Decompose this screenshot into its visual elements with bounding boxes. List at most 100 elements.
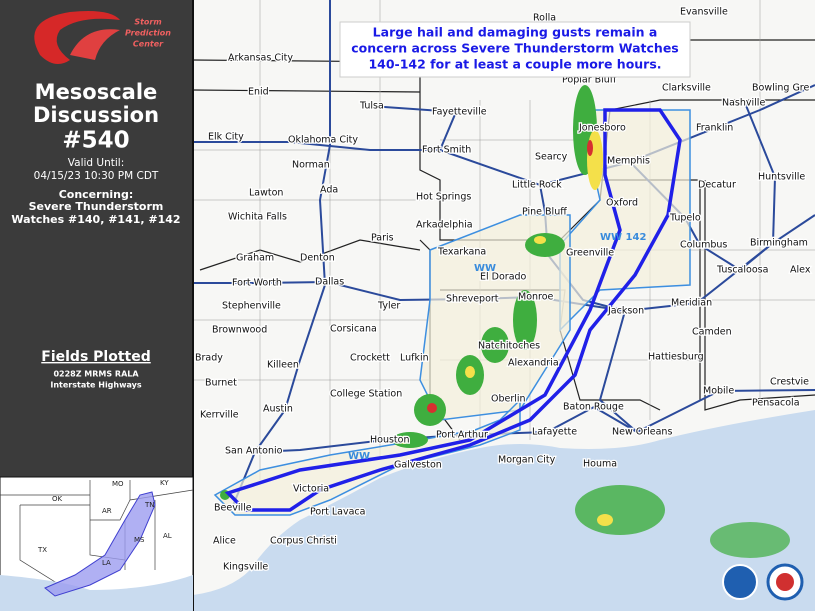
city-label: Kingsville [223,562,268,573]
city-label: Fayetteville [432,107,487,118]
city-label: Paris [371,233,394,244]
city-label: Oberlin [491,394,526,405]
city-label: Norman [292,160,330,171]
headline-line: concern across Severe Thunderstorm Watch… [351,41,678,56]
city-label: Galveston [394,460,442,471]
city-label: College Station [330,389,402,400]
city-label: Oxford [606,198,638,209]
headline: Large hail and damaging gusts remain aco… [351,25,678,72]
inset-label: AR [102,507,112,515]
watch-labels: WW 142 WW WW [348,232,646,462]
inset-label: LA [102,559,111,567]
inset-label: KY [160,479,169,487]
city-label: Bowling Gre [752,83,810,94]
inset-water [0,575,193,611]
city-label: Stephenville [222,301,281,312]
city-label: Houston [370,435,409,446]
gulf-water [193,410,815,611]
headline-line: Large hail and damaging gusts remain a [373,25,658,40]
city-label: Alexandria [508,358,559,369]
inset-label: TX [37,546,47,554]
spc-logo-swirl [70,29,120,60]
city-label: Corpus Christi [270,536,337,547]
city-label: Evansville [680,7,728,18]
city-label: New Orleans [612,427,672,438]
city-label: Lufkin [400,353,429,364]
city-label: Ada [320,185,338,196]
city-label: Kerrville [200,410,239,421]
city-label: Arkadelphia [416,220,473,231]
city-label: Hattiesburg [648,352,704,363]
city-label: Arkansas City [228,53,293,64]
inset-label: OK [52,495,63,503]
inset-label: MS [134,536,145,544]
city-label: Houma [583,459,617,470]
city-label: Lawton [249,188,283,199]
concerning-line2: Watches #140, #141, #142 [11,213,180,226]
city-label: Dallas [315,277,344,288]
city-label: Texarkana [437,247,486,258]
city-label: Killeen [267,360,299,371]
field-item: Interstate Highways [50,381,142,390]
city-label: Lafayette [532,427,577,438]
inset-discussion-area [44,491,156,597]
fields-title: Fields Plotted [41,349,150,365]
valid-time: 04/15/23 10:30 PM CDT [34,170,159,182]
headline-line: 140-142 for at least a couple more hours… [368,57,661,72]
city-label: Brady [195,353,223,364]
city-label: Burnet [205,378,237,389]
watch-label: WW [474,263,496,274]
field-item: 0228Z MRMS RALA [53,370,139,379]
city-label: Wichita Falls [228,212,287,223]
city-label: Morgan City [498,455,556,466]
city-label: Pine Bluff [522,207,567,218]
city-label: Camden [692,327,732,338]
city-label: Jonesboro [578,123,626,134]
spc-logo [34,11,120,64]
city-label: Nashville [722,98,765,109]
city-label: El Dorado [480,272,527,283]
city-label: Monroe [518,292,554,303]
city-label: Mobile [703,386,734,397]
inset-labels: MO KY OK AR TN MS AL TX LA [37,479,172,567]
city-label: Jackson [607,306,644,317]
city-label: Enid [248,87,269,98]
valid-label: Valid Until: [68,157,124,169]
city-label: Austin [263,404,293,415]
city-label: Shreveport [446,294,499,305]
city-label: Denton [300,253,335,264]
city-label: Fort Worth [232,278,282,289]
noaa-logo [722,564,758,600]
city-label: Tulsa [359,101,384,112]
city-label: Memphis [607,156,650,167]
city-label: Port Lavaca [310,507,365,518]
city-label: Hot Springs [416,192,471,203]
city-label: Franklin [696,123,733,134]
city-label: Little Rock [512,180,562,191]
discussion-area [224,108,682,512]
concerning-label: Concerning: [59,188,134,201]
city-label: Tyler [377,301,400,312]
city-label: Beeville [214,503,252,514]
city-label: Graham [236,253,274,264]
city-label: Baton Rouge [563,402,624,413]
city-label: Victoria [293,484,329,495]
inset-label: TN [144,501,155,509]
interstate-highways [193,0,815,509]
city-label: Greenville [566,248,614,259]
city-label: Rolla [533,13,556,24]
title-line1: Mesoscale [35,80,158,104]
headline-box [339,21,691,78]
city-label: Brownwood [212,325,267,336]
city-label: Elk City [208,132,244,143]
city-label: Meridian [671,298,712,309]
city-label: Tuscaloosa [716,265,768,276]
city-label: Alice [213,536,236,547]
city-label: Corsicana [330,324,377,335]
city-label: Birmingham [750,238,808,249]
sidebar [0,0,193,477]
city-label: Alex [790,265,811,276]
nws-logo-center [776,573,794,591]
